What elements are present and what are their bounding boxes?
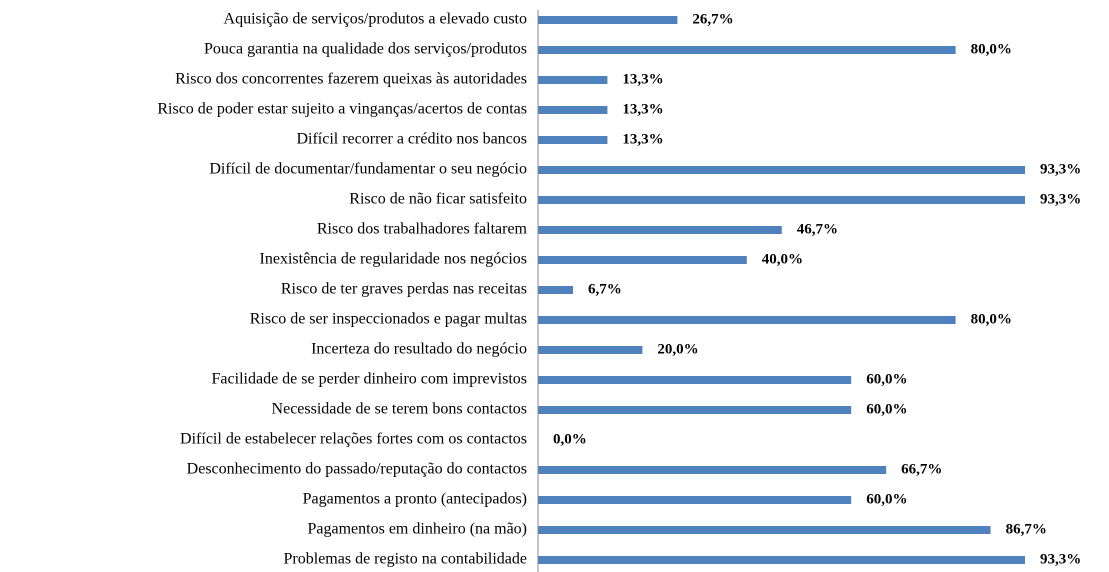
value-label: 26,7% bbox=[692, 11, 733, 27]
category-label: Necessidade de se terem bons contactos bbox=[272, 401, 527, 418]
bar bbox=[538, 226, 782, 234]
value-label: 60,0% bbox=[866, 401, 907, 417]
value-label: 93,3% bbox=[1040, 191, 1081, 207]
category-label: Risco dos concorrentes fazerem queixas à… bbox=[175, 71, 527, 88]
category-label: Inexistência de regularidade nos negócio… bbox=[260, 251, 527, 268]
category-label: Risco de poder estar sujeito a vinganças… bbox=[157, 101, 527, 118]
bar bbox=[538, 526, 991, 534]
category-label: Pagamentos a pronto (antecipados) bbox=[303, 491, 527, 508]
value-label: 60,0% bbox=[866, 491, 907, 507]
value-label: 46,7% bbox=[797, 221, 838, 237]
category-label: Risco de não ficar satisfeito bbox=[349, 191, 527, 208]
value-label: 6,7% bbox=[588, 281, 622, 297]
category-label: Difícil de estabelecer relações fortes c… bbox=[180, 431, 527, 448]
value-label: 93,3% bbox=[1040, 161, 1081, 177]
category-label: Problemas de registo na contabilidade bbox=[284, 551, 527, 568]
category-label: Risco de ser inspeccionados e pagar mult… bbox=[250, 311, 527, 328]
category-label: Pouca garantia na qualidade dos serviços… bbox=[204, 41, 527, 58]
category-label: Difícil recorrer a crédito nos bancos bbox=[296, 131, 527, 148]
value-label: 60,0% bbox=[866, 371, 907, 387]
bar bbox=[538, 556, 1026, 564]
value-label: 0,0% bbox=[553, 431, 587, 447]
bar bbox=[538, 496, 852, 504]
bar bbox=[538, 16, 678, 24]
bar bbox=[538, 256, 747, 264]
bar bbox=[538, 106, 608, 114]
bar bbox=[538, 466, 887, 474]
value-label: 86,7% bbox=[1006, 521, 1047, 537]
bar bbox=[538, 346, 643, 354]
bar bbox=[538, 406, 852, 414]
value-label: 80,0% bbox=[971, 41, 1012, 57]
value-label: 40,0% bbox=[762, 251, 803, 267]
value-label: 66,7% bbox=[901, 461, 942, 477]
bar bbox=[538, 46, 956, 54]
value-label: 80,0% bbox=[971, 311, 1012, 327]
category-label: Risco dos trabalhadores faltarem bbox=[317, 221, 528, 238]
category-label: Difícil de documentar/fundamentar o seu … bbox=[209, 161, 527, 178]
value-label: 13,3% bbox=[622, 131, 663, 147]
value-label: 13,3% bbox=[622, 71, 663, 87]
category-label: Pagamentos em dinheiro (na mão) bbox=[308, 521, 528, 538]
bar bbox=[538, 376, 852, 384]
value-label: 13,3% bbox=[622, 101, 663, 117]
value-label: 20,0% bbox=[657, 341, 698, 357]
bar bbox=[538, 76, 608, 84]
bar bbox=[538, 196, 1026, 204]
bar bbox=[538, 136, 608, 144]
bar bbox=[538, 166, 1026, 174]
category-label: Facilidade de se perder dinheiro com imp… bbox=[212, 371, 527, 388]
category-label: Incerteza do resultado do negócio bbox=[311, 341, 527, 358]
bar bbox=[538, 286, 573, 294]
category-label: Desconhecimento do passado/reputação do … bbox=[187, 461, 527, 478]
value-label: 93,3% bbox=[1040, 551, 1081, 567]
bar bbox=[538, 316, 956, 324]
category-label: Aquisição de serviços/produtos a elevado… bbox=[224, 11, 527, 28]
category-label: Risco de ter graves perdas nas receitas bbox=[281, 281, 527, 298]
